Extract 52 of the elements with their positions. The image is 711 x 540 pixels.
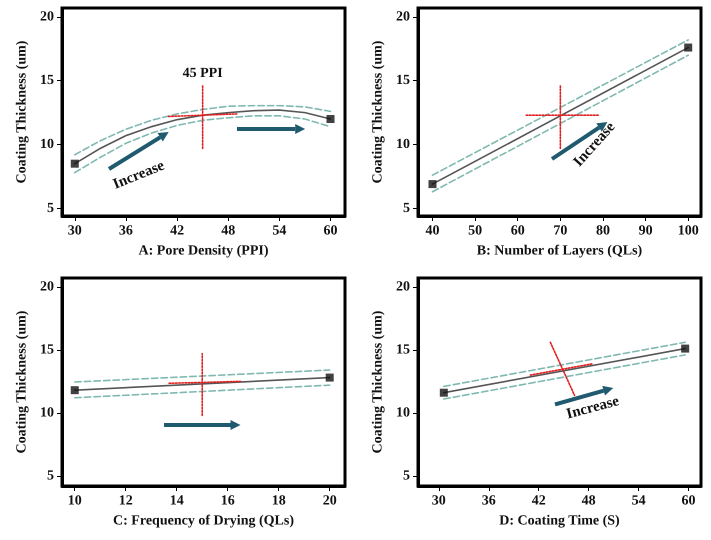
x-tick-label: 70 [553,224,568,238]
y-tick-label: 5 [47,468,54,484]
y-tick-label: 20 [396,279,410,294]
y-tick-label: 15 [40,342,54,358]
y-tick-label: 10 [396,137,410,152]
x-tick-label: 40 [425,224,440,238]
y-tick-label: 5 [403,200,410,216]
y-axis-title: Coating Thickness (um) [370,40,386,184]
x-tick-label: 16 [220,494,235,508]
x-tick-label: 10 [68,494,82,508]
y-tick-label: 20 [396,9,410,24]
y-tick-label: 20 [40,279,54,294]
x-tick-label: 48 [582,494,596,508]
x-tick-label: 12 [118,494,133,508]
x-axis-title: B: Number of Layers (QLs) [476,244,643,258]
x-tick-label: 14 [170,494,184,508]
x-tick-label: 54 [272,224,286,238]
x-tick-label: 60 [324,224,338,238]
x-axis-title: C: Frequency of Drying (QLs) [113,514,294,528]
annotation: Increase [564,393,622,423]
x-tick-label: 100 [678,224,699,238]
x-tick-label: 18 [272,494,286,508]
x-tick-label: 54 [632,494,646,508]
y-tick-label: 15 [40,73,54,88]
x-tick-label: 36 [118,224,133,238]
x-tick-label: 36 [482,494,496,508]
y-axis-title: Coating Thickness (um) [14,310,30,454]
x-tick-label: 42 [170,224,184,238]
line-series [74,104,332,156]
x-tick-label: 90 [638,224,653,238]
y-tick-label: 10 [396,405,410,420]
y-tick-label: 15 [396,73,410,88]
y-axis-title: Coating Thickness (um) [370,310,386,454]
annotation: 45 PPI [182,66,223,82]
y-tick-label: 15 [396,342,410,358]
y-tick-label: 20 [40,9,54,24]
x-tick-label: 30 [432,494,446,508]
x-axis-title: D: Coating Time (S) [499,514,620,528]
x-tick-label: 20 [322,494,337,508]
y-tick-label: 5 [47,200,54,216]
x-tick-label: 60 [682,494,696,508]
x-tick-label: 42 [532,494,546,508]
y-tick-label: 5 [403,468,410,484]
x-axis-title: A: Pore Density (PPI) [138,244,269,258]
x-tick-label: 60 [510,224,525,238]
y-axis-title: Coating Thickness (um) [14,40,30,184]
x-tick-label: 50 [468,224,482,238]
x-tick-label: 30 [68,224,82,238]
y-tick-label: 10 [40,405,54,420]
x-tick-label: 48 [221,224,236,238]
x-tick-label: 80 [596,224,610,238]
y-tick-label: 10 [40,137,54,152]
